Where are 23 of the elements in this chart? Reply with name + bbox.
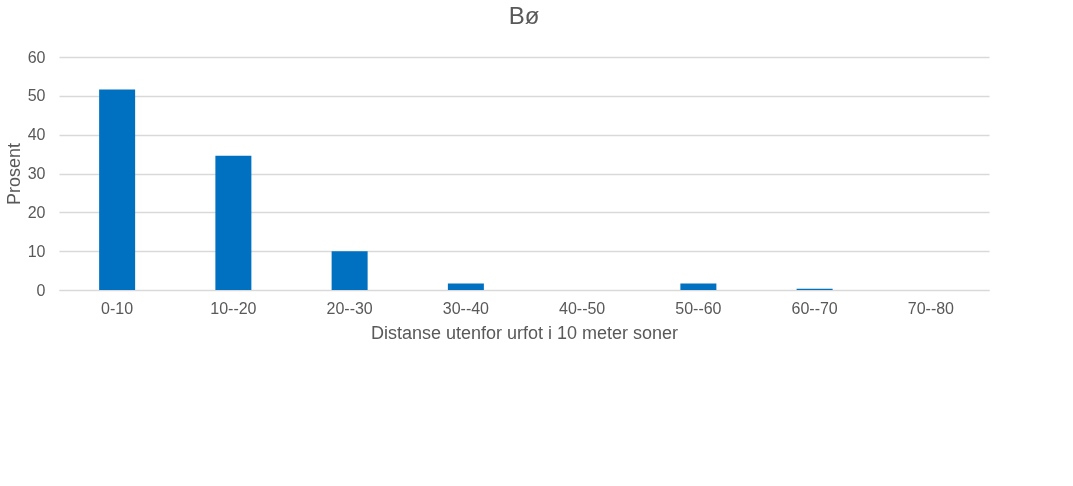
y-tick-label: 0 [36, 281, 46, 299]
x-tick-label: 20--30 [326, 299, 373, 317]
bar [99, 89, 136, 290]
y-tick-label: 50 [27, 87, 46, 105]
bar [331, 251, 368, 290]
x-tick-label: 60--70 [791, 299, 838, 317]
x-tick-label: 40--50 [559, 299, 606, 317]
bar [447, 283, 484, 290]
x-tick-label: 70--80 [907, 299, 955, 317]
x-tick-label: 0-10 [101, 299, 134, 317]
x-tick-label: 10--20 [210, 299, 257, 317]
x-tick-label: 30--40 [442, 299, 490, 317]
x-axis-title: Distanse utenfor urfot i 10 meter soner [370, 322, 679, 343]
x-tick-label: 50--60 [675, 299, 722, 317]
bar [680, 283, 717, 290]
y-tick-label: 30 [27, 165, 46, 182]
y-tick-label: 10 [27, 242, 46, 260]
y-tick-label: 60 [27, 48, 46, 66]
y-tick-label: 20 [27, 203, 46, 221]
y-axis-title: Prosent [3, 142, 24, 206]
chart-title: Bø [508, 2, 540, 29]
bar [215, 155, 252, 290]
y-tick-label: 40 [27, 126, 46, 144]
